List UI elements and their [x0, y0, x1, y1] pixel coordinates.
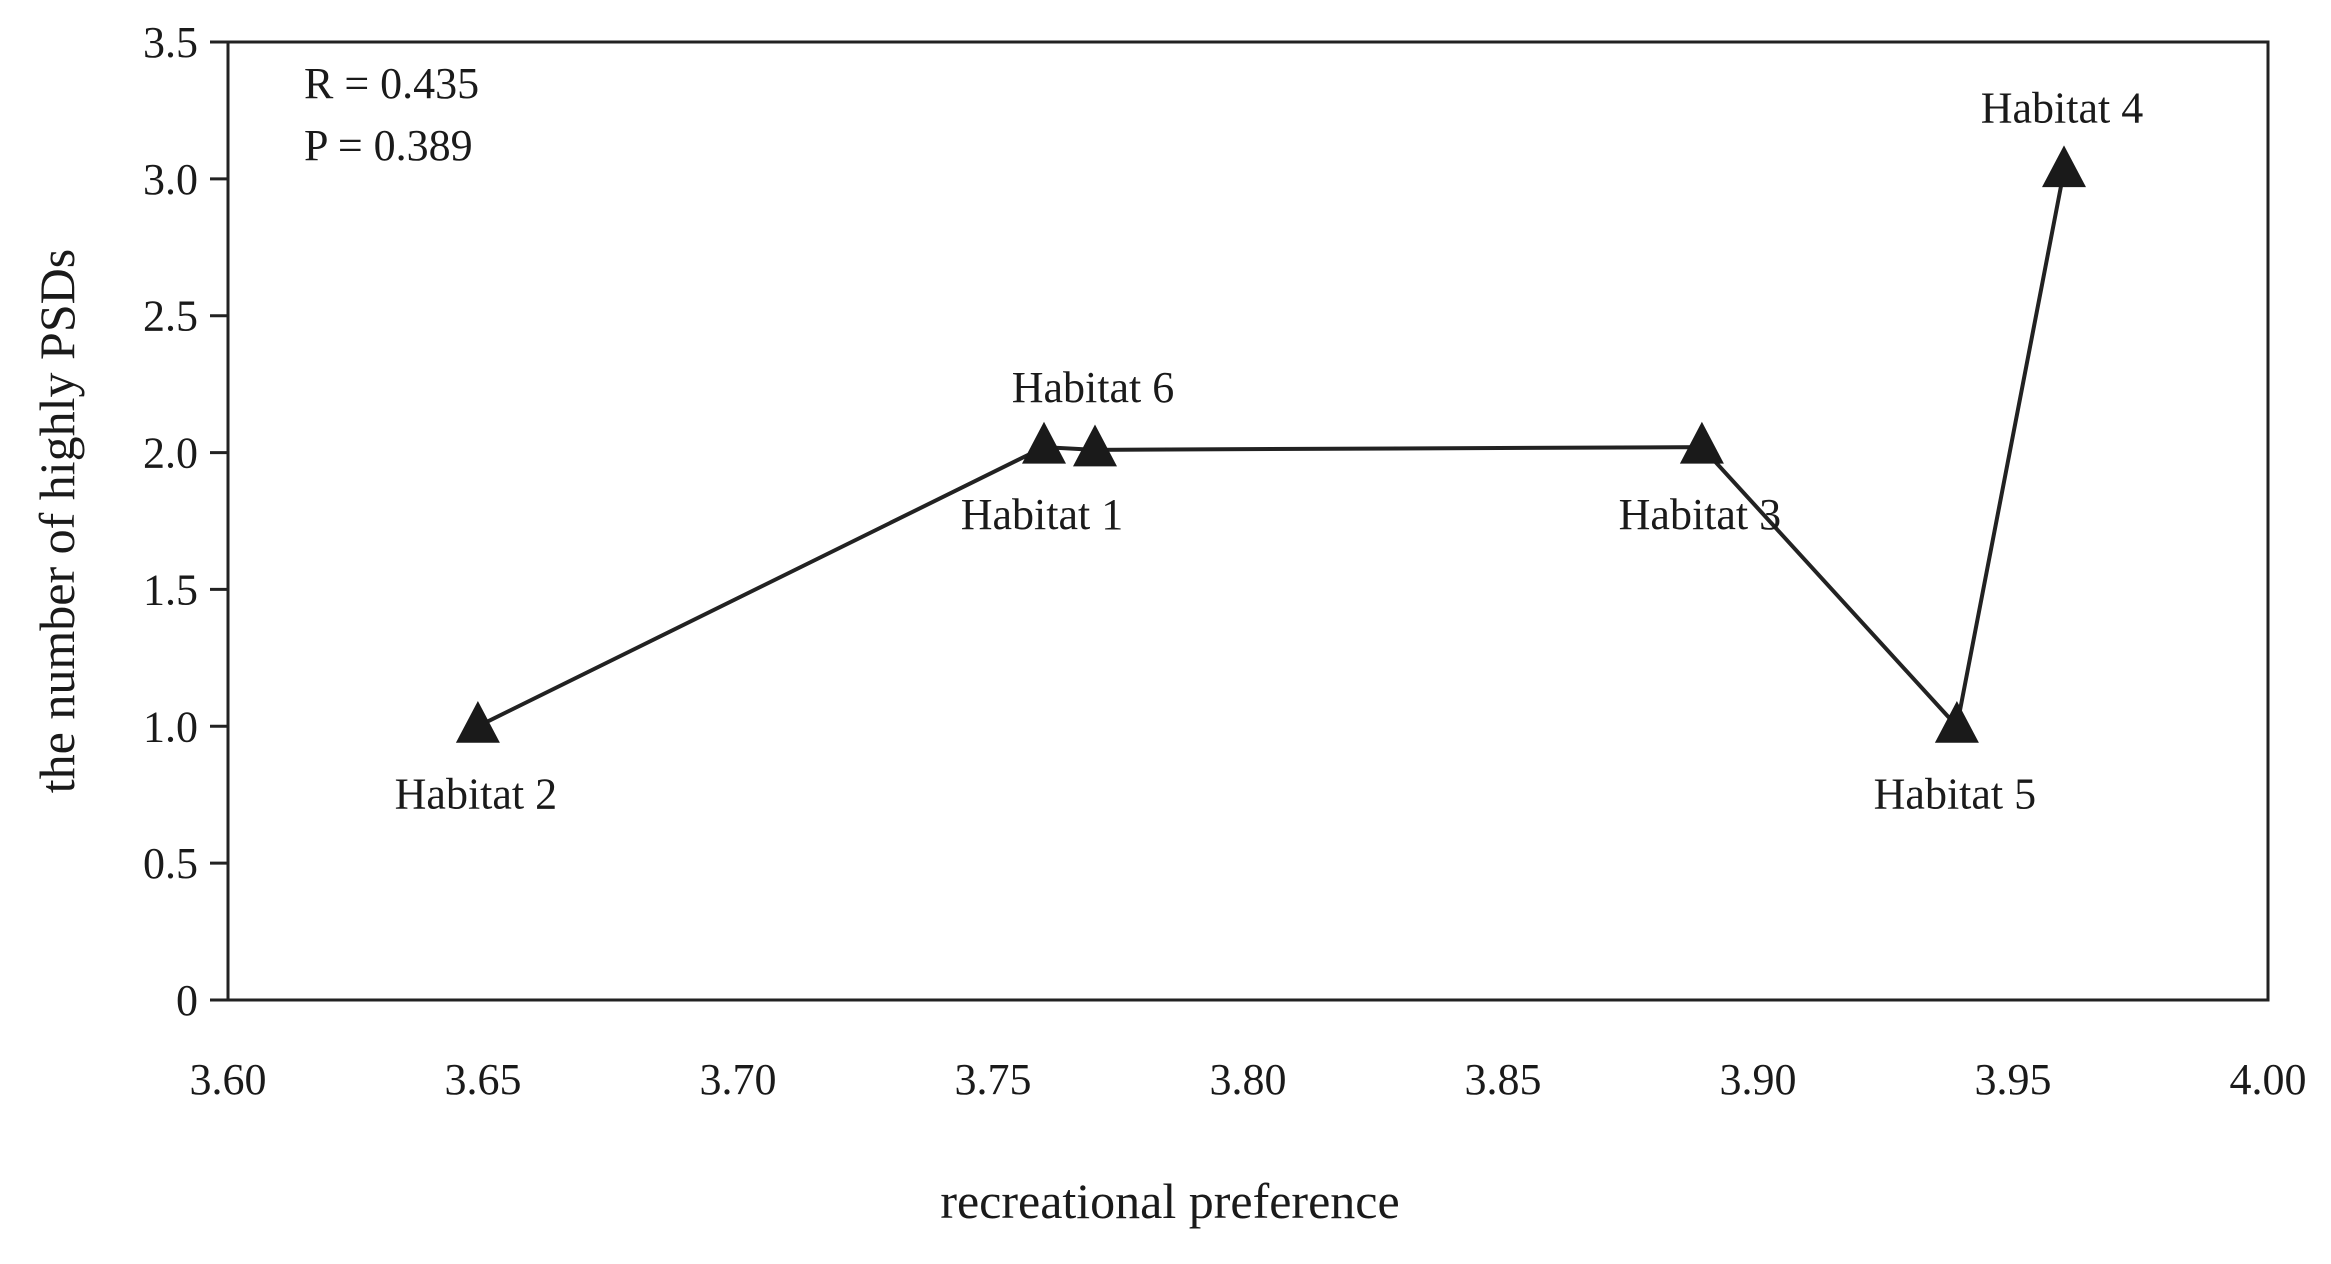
data-point-label: Habitat 4	[1981, 84, 2144, 133]
data-point-label: Habitat 2	[395, 769, 558, 818]
y-tick-label: 0.5	[143, 839, 198, 888]
data-point-label: Habitat 1	[961, 490, 1124, 539]
x-axis-title: recreational preference	[940, 1173, 1399, 1229]
y-axis: 0 0.5 1.0 1.5 2.0 2.5 3.0 3.5	[143, 18, 228, 1025]
data-point-marker	[1022, 421, 1066, 464]
data-point-label: Habitat 5	[1874, 769, 2037, 818]
series-line	[477, 170, 2066, 731]
y-tick-label: 1.0	[143, 702, 198, 751]
stat-p: P = 0.389	[304, 121, 473, 170]
y-axis-title: the number of highly PSDs	[29, 249, 85, 793]
y-tick-label: 3.5	[143, 18, 198, 67]
y-tick-label: 2.0	[143, 429, 198, 478]
data-point-marker	[1073, 424, 1117, 467]
y-tick-label: 1.5	[143, 565, 198, 614]
x-tick-label: 4.00	[2230, 1055, 2307, 1104]
data-point-label: Habitat 3	[1619, 490, 1782, 539]
x-tick-label: 3.75	[955, 1055, 1032, 1104]
y-tick-label: 3.0	[143, 155, 198, 204]
x-tick-label: 3.80	[1210, 1055, 1287, 1104]
x-tick-label: 3.70	[700, 1055, 777, 1104]
data-point-marker	[1934, 700, 1979, 743]
y-tick-label: 0	[176, 976, 198, 1025]
x-tick-label: 3.85	[1465, 1055, 1542, 1104]
y-tick-label: 2.5	[143, 292, 198, 341]
stat-r: R = 0.435	[304, 59, 479, 108]
data-point-marker	[455, 700, 500, 743]
plot-frame	[226, 40, 2270, 1002]
x-tick-label: 3.65	[445, 1055, 522, 1104]
data-point-marker	[2042, 145, 2086, 188]
data-point-marker	[1679, 421, 1724, 464]
x-tick-label: 3.95	[1975, 1055, 2052, 1104]
x-tick-label: 3.60	[190, 1055, 267, 1104]
x-axis: 3.60 3.65 3.70 3.75 3.80 3.85 3.90 3.95 4.00	[190, 1055, 2307, 1104]
x-tick-label: 3.90	[1720, 1055, 1797, 1104]
data-point-label: Habitat 6	[1012, 363, 1175, 412]
point-labels: Habitat 2 Habitat 1 Habitat 6 Habitat 3 Habi…	[395, 84, 2144, 819]
data-points	[455, 145, 2086, 743]
